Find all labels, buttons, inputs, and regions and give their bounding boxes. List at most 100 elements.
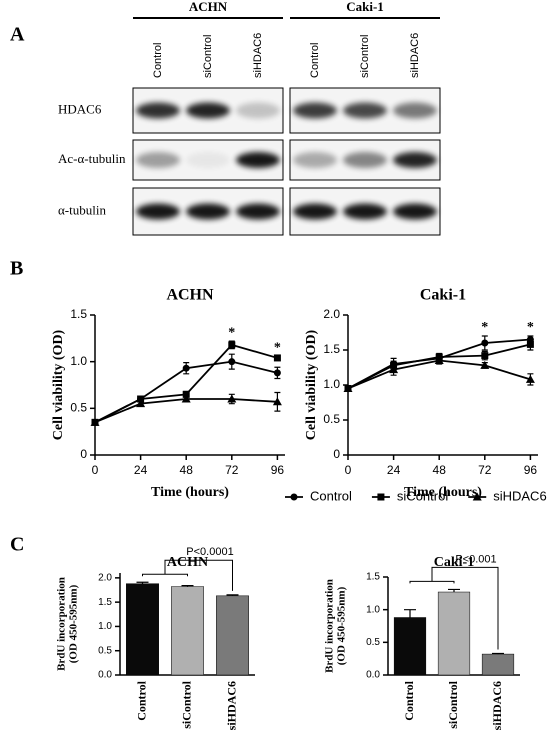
band <box>136 203 180 220</box>
x-tick-label: 72 <box>478 463 492 477</box>
line <box>347 343 531 390</box>
y-tick-label: 1.5 <box>98 597 112 608</box>
marker <box>273 369 281 377</box>
y-tick-label: 0.5 <box>323 412 340 426</box>
y-tick-label: 1.0 <box>366 604 380 615</box>
lane-label: siControl <box>359 35 371 78</box>
legend-label: siHDAC6 <box>493 488 546 503</box>
legend-label: Control <box>310 488 352 503</box>
marker <box>227 394 237 403</box>
y-tick-label: 1.0 <box>323 377 340 391</box>
marker <box>389 365 399 374</box>
band <box>393 102 437 119</box>
y-axis-label: BrdU incorporation <box>56 577 68 671</box>
chart-title: Caki-1 <box>434 555 474 570</box>
y-axis-label: Cell viability (OD) <box>304 329 319 440</box>
y-axis-label: (OD 450-595nm) <box>68 584 80 663</box>
marker <box>272 397 282 406</box>
marker <box>525 374 535 383</box>
panel-letter: C <box>10 534 24 556</box>
marker <box>136 399 146 408</box>
chart-title: ACHN <box>167 555 208 570</box>
bar <box>216 595 249 676</box>
marker <box>182 364 190 372</box>
charts: ACHN 0 0.5 1.0 1.5 0 24 48 72 96 Time (hours) Cell … <box>51 287 546 731</box>
legend-marker <box>472 492 482 501</box>
y-tick-label: 0 <box>80 447 87 461</box>
y-tick-label: 1.5 <box>323 342 340 356</box>
marker <box>480 360 490 369</box>
x-tick-label: 96 <box>524 463 538 477</box>
annotation: * <box>228 325 235 340</box>
marker <box>434 356 444 364</box>
error-bar <box>448 588 460 593</box>
x-tick-label: 24 <box>387 463 401 477</box>
marker <box>181 394 191 403</box>
x-tick-label: 48 <box>180 463 194 477</box>
band <box>343 152 387 168</box>
x-tick-label: 0 <box>92 463 99 477</box>
band <box>343 203 387 220</box>
row-label: α-tubulin <box>58 202 106 217</box>
y-axis-label: BrdU incorporation <box>324 579 336 673</box>
band <box>293 102 337 119</box>
marker <box>481 352 489 360</box>
x-tick-label: Control <box>402 680 416 720</box>
band <box>343 102 387 119</box>
band <box>186 152 230 168</box>
x-tick-label: siControl <box>179 680 193 728</box>
y-axis-label: Cell viability (OD) <box>51 329 66 440</box>
comparison-label: P<0.0001 <box>186 546 233 558</box>
x-tick-label: 72 <box>225 463 239 477</box>
marker <box>90 417 100 426</box>
band <box>186 203 230 220</box>
y-axis-label: (OD 450-595nm) <box>336 586 348 665</box>
band <box>393 152 437 168</box>
marker <box>228 358 236 366</box>
marker <box>481 339 489 347</box>
band <box>236 102 280 119</box>
band <box>136 102 180 119</box>
annotation: * <box>274 340 281 355</box>
annotation: * <box>481 320 488 335</box>
band <box>293 203 337 220</box>
bar <box>437 591 471 676</box>
lane-label: Control <box>152 43 164 78</box>
x-tick-label: siHDAC6 <box>490 681 504 730</box>
marker <box>137 395 145 403</box>
band <box>136 152 180 168</box>
bar <box>126 583 159 676</box>
chart-title: ACHN <box>166 287 214 304</box>
y-tick-label: 1.0 <box>98 621 112 632</box>
y-tick-label: 0.5 <box>366 637 380 648</box>
lane-label: siHDAC6 <box>409 33 421 78</box>
legend-marker <box>290 493 298 501</box>
error-bar <box>181 585 194 587</box>
marker <box>228 341 236 349</box>
y-tick-label: 0.5 <box>98 645 112 656</box>
band <box>186 102 230 119</box>
y-tick-label: 0 <box>333 447 340 461</box>
marker <box>343 384 353 392</box>
marker <box>526 340 534 348</box>
y-tick-label: 0.0 <box>366 670 380 681</box>
western-blot: ACHN Control siControl siHDAC6 Caki-1 Control… <box>58 0 441 236</box>
error-bar <box>492 652 504 655</box>
panel-letter: B <box>10 258 23 280</box>
x-tick-label: 48 <box>433 463 447 477</box>
lane-label: Control <box>309 43 321 78</box>
x-tick-label: siControl <box>446 680 460 728</box>
group-label: Caki-1 <box>346 0 384 14</box>
legend-marker <box>377 493 385 501</box>
error-bar <box>136 581 149 584</box>
y-tick-label: 1.5 <box>366 572 380 583</box>
x-tick-label: Control <box>134 680 148 720</box>
chart-title: Caki-1 <box>420 287 466 304</box>
row-label: Ac-α-tubulin <box>58 151 126 166</box>
marker <box>273 354 281 362</box>
bracket <box>142 559 233 591</box>
error-bar <box>226 594 239 596</box>
band <box>236 203 280 220</box>
panel-letter: A <box>10 24 25 46</box>
